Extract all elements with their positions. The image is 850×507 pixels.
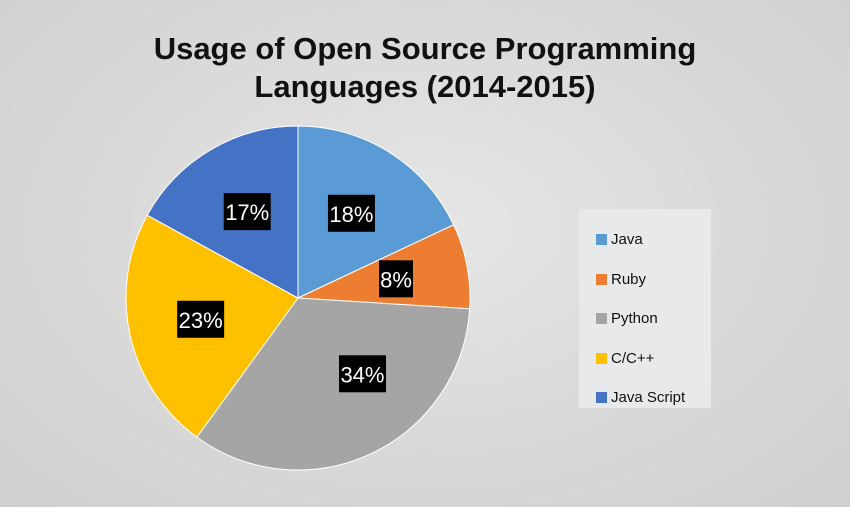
- data-label: 34%: [338, 355, 386, 393]
- data-label-text: 18%: [329, 202, 373, 227]
- title-line-2: Languages (2014-2015): [254, 69, 596, 104]
- data-label: 23%: [177, 300, 225, 338]
- legend-swatch: [596, 234, 607, 246]
- data-label: 8%: [378, 260, 413, 298]
- chart-title: Usage of Open Source Programming Languag…: [0, 30, 850, 106]
- pie-slice-python: [196, 297, 471, 471]
- legend-item: Python: [579, 299, 711, 339]
- legend-label: Ruby: [611, 270, 647, 288]
- legend-label: Python: [611, 310, 658, 328]
- data-label-box: [338, 355, 386, 393]
- data-label-text: 8%: [380, 267, 412, 292]
- data-label-box: [177, 300, 225, 338]
- legend-swatch: [596, 273, 607, 285]
- legend-label: Java: [611, 231, 643, 249]
- data-label-text: 23%: [179, 308, 223, 333]
- data-label-text: 17%: [225, 200, 269, 225]
- data-label-box: [327, 194, 375, 232]
- legend-swatch: [596, 392, 607, 404]
- legend-item: Java: [579, 220, 711, 260]
- pie-slice-java-script: [146, 125, 299, 299]
- legend-label: Java Script: [611, 389, 686, 407]
- data-label-text: 34%: [340, 362, 384, 387]
- legend-item: C/C++: [579, 339, 711, 379]
- pie-slice-java: [297, 125, 455, 299]
- legend-swatch: [596, 352, 607, 364]
- data-label-box: [378, 260, 413, 298]
- data-label: 17%: [223, 193, 271, 231]
- legend: Java Ruby Python C/C++ Java Script: [579, 209, 711, 408]
- title-line-1: Usage of Open Source Programming: [153, 31, 697, 66]
- legend-swatch: [596, 313, 607, 325]
- legend-item: Ruby: [579, 260, 711, 300]
- legend-label: C/C++: [611, 349, 655, 367]
- data-label-box: [223, 193, 271, 231]
- legend-item: Java Script: [579, 378, 711, 418]
- data-label: 18%: [327, 194, 375, 232]
